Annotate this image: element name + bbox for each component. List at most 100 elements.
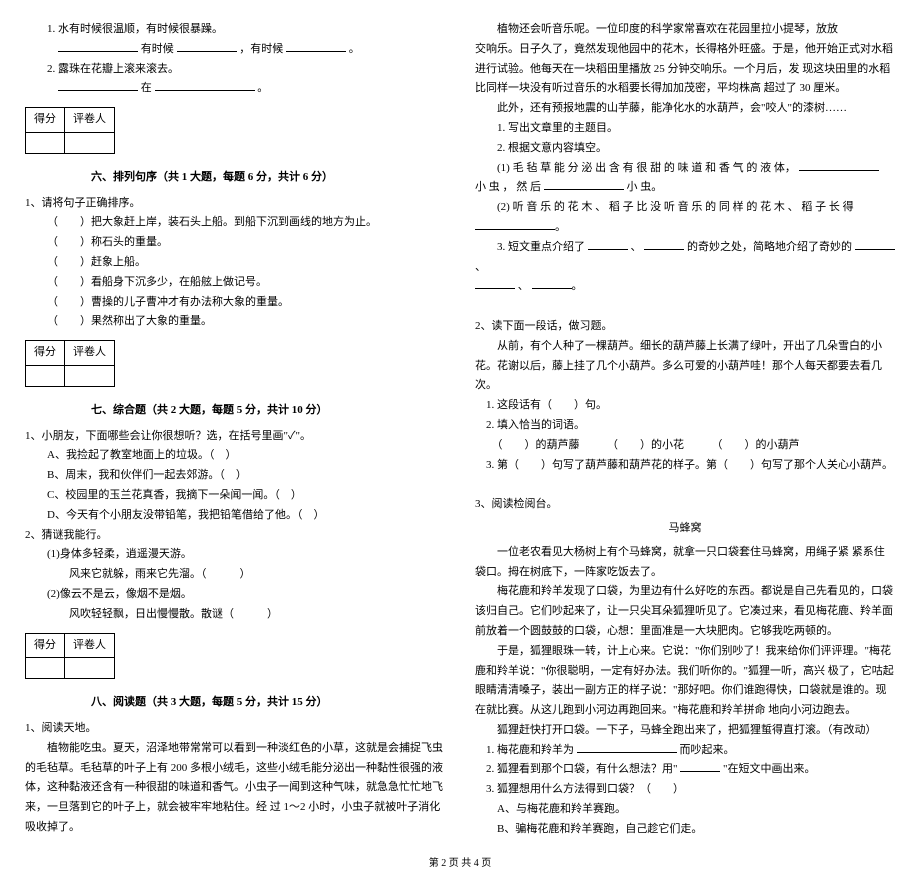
read1-q3: 3. 短文重点介绍了 、 的奇妙之处，简略地介绍了奇妙的 、 [475, 238, 895, 278]
text: 、 [631, 241, 642, 253]
fill-blank[interactable] [286, 41, 346, 52]
read1-q1: 1. 写出文章里的主题目。 [475, 119, 895, 139]
read2-q2a: （ ）的葫芦藤 （ ）的小花 （ ）的小葫芦 [475, 436, 895, 456]
comp2-intro: 2、猜谜我能行。 [25, 526, 445, 546]
read1-q2a2: 小 虫 ， 然 后 小 虫。 [475, 178, 895, 198]
text: "在短文中画出来。 [723, 763, 816, 775]
text: 。 [349, 43, 360, 55]
read2-title: 2、读下面一段话，做习题。 [475, 317, 895, 337]
grader-cell[interactable] [65, 365, 115, 386]
comp2-item: 风来它就躲，雨来它先溜。（ ） [25, 565, 445, 585]
score-box: 得分评卷人 [25, 633, 115, 680]
text: 小 虫 ， 然 后 [475, 181, 541, 193]
order-item: （ ）称石头的重量。 [25, 233, 445, 253]
page-footer: 第 2 页 共 4 页 [25, 855, 895, 873]
text: 2. 狐狸看到那个口袋，有什么想法？用" [475, 763, 678, 775]
text: (2) 听 音 乐 的 花 木 、 稻 子 比 没 听 音 乐 的 同 样 的 … [475, 201, 854, 213]
grader-cell[interactable] [65, 132, 115, 153]
comp2-item: (1)身体多轻柔，逍遥漫天游。 [25, 545, 445, 565]
read2-q3: 3. 第（ ）句写了葫芦藤和葫芦花的样子。第（ ）句写了那个人关心小葫芦。 [475, 456, 895, 476]
read3-q3: 3. 狐狸想用什么方法得到口袋？（ ） [475, 780, 895, 800]
read1-p4: 此外，还有预报地震的山芋藤，能净化水的水葫芦，会"咬人"的漆树…… [475, 99, 895, 119]
read2-q1: 1. 这段话有（ ）句。 [475, 396, 895, 416]
text: 小 虫。 [627, 181, 663, 193]
text: (1) 毛 毡 草 能 分 泌 出 含 有 很 甜 的 味 道 和 香 气 的 … [475, 162, 796, 174]
fill-blank[interactable] [58, 41, 138, 52]
order-intro: 1、请将句子正确排序。 [25, 194, 445, 214]
read1-p1: 植物能吃虫。夏天，沼泽地带常常可以看到一种淡红色的小草，这就是会捕捉飞虫的毛毡草… [25, 739, 445, 838]
q2-line1: 2. 露珠在花瓣上滚来滚去。 [25, 60, 445, 80]
comp1-item: C、校园里的玉兰花真香，我摘下一朵闻一闻。（ ） [25, 486, 445, 506]
read3-q3b: B、骗梅花鹿和羚羊赛跑，自己趁它们走。 [475, 820, 895, 840]
read1-p2: 植物还会听音乐呢。一位印度的科学家常喜欢在花园里拉小提琴，放放 [475, 20, 895, 40]
section-7-heading: 七、综合题（共 2 大题，每题 5 分，共计 10 分） [25, 401, 445, 421]
read2-q2: 2. 填入恰当的词语。 [475, 416, 895, 436]
order-item: （ ）把大象赶上岸，装石头上船。到船下沉到画线的地方为止。 [25, 213, 445, 233]
q1-line2: 有时候 ，有时候 。 [25, 40, 445, 60]
section-8-heading: 八、阅读题（共 3 大题，每题 5 分，共计 15 分） [25, 693, 445, 713]
grader-header: 评卷人 [65, 108, 115, 133]
comp1-intro: 1、小朋友，下面哪些会让你很想听？选，在括号里画"✓"。 [25, 427, 445, 447]
read3-q2: 2. 狐狸看到那个口袋，有什么想法？用" "在短文中画出来。 [475, 760, 895, 780]
grader-cell[interactable] [65, 658, 115, 679]
fill-blank[interactable] [475, 278, 515, 289]
read1-q3b: 、 。 [475, 277, 895, 297]
read1-q2b-blank: 。 [475, 218, 895, 238]
fill-blank[interactable] [644, 239, 684, 250]
score-cell[interactable] [26, 658, 65, 679]
fill-blank[interactable] [544, 179, 624, 190]
comp1-item: A、我捡起了教室地面上的垃圾。（ ） [25, 446, 445, 466]
fill-blank[interactable] [680, 762, 720, 773]
read2-p1: 从前，有个人种了一棵葫芦。细长的葫芦藤上长满了绿叶，开出了几朵雪白的小花。花谢以… [475, 337, 895, 396]
grader-header: 评卷人 [65, 633, 115, 658]
score-box: 得分评卷人 [25, 340, 115, 387]
read1-q2: 2. 根据文意内容填空。 [475, 139, 895, 159]
text: 、 [518, 280, 529, 292]
text: 有时候 [141, 43, 174, 55]
text: 而吵起来。 [680, 744, 735, 756]
fill-blank[interactable] [155, 81, 255, 92]
score-header: 得分 [26, 341, 65, 366]
text: 的奇妙之处，简略地介绍了奇妙的 [687, 241, 852, 253]
text: 在 [141, 82, 152, 94]
grader-header: 评卷人 [65, 341, 115, 366]
fill-blank[interactable] [177, 41, 237, 52]
fill-blank[interactable] [588, 239, 628, 250]
q1-line1: 1. 水有时候很温顺，有时候很暴躁。 [25, 20, 445, 40]
score-header: 得分 [26, 108, 65, 133]
read1-title: 1、阅读天地。 [25, 719, 445, 739]
score-cell[interactable] [26, 365, 65, 386]
order-item: （ ）果然称出了大象的重量。 [25, 312, 445, 332]
fill-blank[interactable] [799, 160, 879, 171]
text: 。 [257, 82, 268, 94]
order-item: （ ）赶象上船。 [25, 253, 445, 273]
fill-blank[interactable] [532, 278, 572, 289]
order-item: （ ）看船身下沉多少，在船舷上做记号。 [25, 273, 445, 293]
score-box: 得分评卷人 [25, 107, 115, 154]
read1-q2a: (1) 毛 毡 草 能 分 泌 出 含 有 很 甜 的 味 道 和 香 气 的 … [475, 159, 895, 179]
fill-blank[interactable] [577, 742, 677, 753]
read1-p3: 交响乐。日子久了，竟然发现他园中的花木，长得格外旺盛。于是，他开始正式对水稻进行… [475, 40, 895, 99]
fill-blank[interactable] [855, 239, 895, 250]
order-item: （ ）曹操的儿子曹冲才有办法称大象的重量。 [25, 293, 445, 313]
fill-blank[interactable] [58, 81, 138, 92]
text: ，有时候 [239, 43, 283, 55]
section-6-heading: 六、排列句序（共 1 大题，每题 6 分，共计 6 分） [25, 168, 445, 188]
read3-heading: 马蜂窝 [475, 519, 895, 539]
comp1-item: B、周末，我和伙伴们一起去郊游。（ ） [25, 466, 445, 486]
read3-p3: 于是，狐狸眼珠一转，计上心来。它说："你们别吵了！我来给你们评评理。"梅花鹿和羚… [475, 642, 895, 721]
score-header: 得分 [26, 633, 65, 658]
fill-blank[interactable] [475, 219, 555, 230]
comp1-item: D、今天有个小朋友没带铅笔，我把铅笔借给了他。（ ） [25, 506, 445, 526]
read3-p2: 梅花鹿和羚羊发现了口袋，为里边有什么好吃的东西。都说是自己先看见的，口袋该归自己… [475, 582, 895, 641]
read3-p1: 一位老农看见大杨树上有个马蜂窝，就拿一只口袋套住马蜂窝，用绳子紧 紧系住袋口。拇… [475, 543, 895, 583]
read3-p4: 狐狸赶快打开口袋。一下子，马蜂全跑出来了，把狐狸蜇得直打滚。（有改动） [475, 721, 895, 741]
read3-q3a: A、与梅花鹿和羚羊赛跑。 [475, 800, 895, 820]
text: 1. 梅花鹿和羚羊为 [475, 744, 574, 756]
read1-q2b: (2) 听 音 乐 的 花 木 、 稻 子 比 没 听 音 乐 的 同 样 的 … [475, 198, 895, 218]
text: 3. 短文重点介绍了 [475, 241, 585, 253]
text: 、 [475, 261, 486, 273]
q2-line2: 在 。 [25, 79, 445, 99]
read3-title: 3、阅读检阅台。 [475, 495, 895, 515]
score-cell[interactable] [26, 132, 65, 153]
